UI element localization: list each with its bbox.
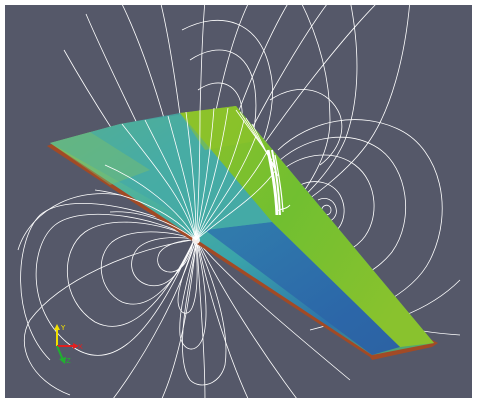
z-axis-arrowhead — [59, 357, 66, 364]
shock-line — [266, 149, 291, 216]
stagnation-point — [192, 236, 200, 244]
wing-low-pressure-region — [205, 222, 400, 355]
orientation-axes-widget[interactable]: Y X Z — [54, 324, 83, 365]
z-axis-line — [56, 345, 64, 361]
x-axis-arrowhead — [73, 343, 79, 349]
x-axis-label: X — [78, 343, 83, 351]
wing-leading-highlight — [180, 106, 262, 150]
surface-contour-lines — [94, 107, 279, 241]
wing-surface[interactable] — [47, 106, 438, 360]
y-axis-label: Y — [60, 324, 66, 332]
wing-trailing-region — [180, 106, 434, 347]
wing-mid-region — [50, 113, 272, 230]
z-axis-label: Z — [66, 357, 71, 365]
wing-root-region — [50, 132, 150, 185]
y-axis-arrowhead — [54, 324, 60, 330]
